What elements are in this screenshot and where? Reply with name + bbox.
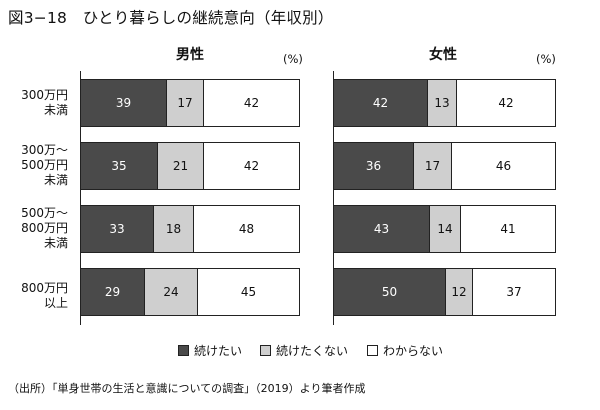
legend-label-continue: 続けたい [194,344,243,358]
axis-line-female [333,71,334,325]
bar-female-continue-2: 43 [333,205,430,253]
data-label-female-dont-know-2: 41 [500,222,516,236]
data-label-female-continue-3: 50 [381,285,398,299]
unit-label-female: (%) [536,52,556,66]
data-label-female-continue-1: 36 [365,159,382,173]
source-note: （出所）「単身世帯の生活と意識についての調査」（2019）より筆者作成 [8,382,366,395]
bar-female-dont-know-1: 46 [451,142,556,190]
data-label-male-continue-0: 39 [115,96,132,110]
data-label-female-dont-know-3: 37 [506,285,522,299]
legend-label-continue-not: 続けたくない [276,344,349,358]
bar-male-dont-know-2: 48 [193,205,300,253]
bar-male-continue-0: 39 [80,79,167,127]
data-label-male-continue-3: 29 [104,285,121,299]
bar-male-dont-know-1: 42 [203,142,300,190]
bar-female-dont-know-2: 41 [460,205,556,253]
data-label-male-continue-1: 35 [111,159,127,173]
data-label-female-dont-know-1: 46 [495,159,512,173]
figure-title: 図3−18 ひとり暮らしの継続意向（年収別） [8,9,334,27]
bar-female-dont-know-0: 42 [456,79,556,127]
legend-label-dont-know: わからない [383,344,444,358]
data-label-female-continue-not-0: 13 [434,96,450,110]
legend-item-continue-not: 続けたくない [260,342,348,359]
data-label-male-continue-not-0: 17 [177,96,193,110]
bar-female-dont-know-3: 37 [472,268,556,316]
legend-swatch-continue-not [260,345,271,356]
legend-item-dont-know: わからない [367,342,443,359]
bar-male-continue-not-3: 24 [144,268,198,316]
data-label-male-continue-not-1: 21 [172,159,189,173]
data-label-male-dont-know-3: 45 [240,285,257,299]
bar-male-continue-not-1: 21 [157,142,204,190]
bar-male-dont-know-0: 42 [203,79,300,127]
panel-title-male: 男性 [176,47,204,63]
bar-female-continue-0: 42 [333,79,428,127]
category-label-3m-5m: 300万〜 500万円 未満 [21,143,68,187]
data-label-female-continue-0: 42 [372,96,389,110]
bar-female-continue-not-2: 14 [429,205,461,253]
unit-label-male: (%) [283,52,303,66]
bar-female-continue-not-1: 17 [413,142,452,190]
panel-title-female: 女性 [429,47,457,63]
bar-male-continue-3: 29 [80,268,145,316]
data-label-male-dont-know-2: 48 [238,222,255,236]
category-label-under-3m: 300万円 未満 [21,88,68,117]
legend-item-continue: 続けたい [178,342,242,359]
bar-female-continue-3: 50 [333,268,446,316]
data-label-male-continue-not-2: 18 [165,222,182,236]
bar-female-continue-not-0: 13 [427,79,457,127]
bar-male-continue-1: 35 [80,142,158,190]
legend-swatch-continue [178,345,189,356]
axis-line-male [80,71,81,325]
legend-swatch-dont-know [367,345,378,356]
bar-female-continue-1: 36 [333,142,414,190]
category-label-5m-8m: 500万〜 800万円 未満 [21,206,68,250]
bar-male-continue-2: 33 [80,205,154,253]
category-label-8m-plus: 800万円 以上 [21,281,68,310]
bar-male-continue-not-2: 18 [153,205,194,253]
data-label-female-continue-2: 43 [373,222,390,236]
data-label-male-continue-2: 33 [109,222,125,236]
data-label-female-continue-not-1: 17 [424,159,441,173]
bar-male-dont-know-3: 45 [197,268,300,316]
data-label-male-dont-know-1: 42 [243,159,260,173]
bar-female-continue-not-3: 12 [445,268,473,316]
data-label-female-continue-not-3: 12 [451,285,467,299]
bar-male-continue-not-0: 17 [166,79,204,127]
data-label-female-dont-know-0: 42 [498,96,514,110]
data-label-male-continue-not-3: 24 [163,285,179,299]
data-label-female-continue-not-2: 14 [437,222,453,236]
data-label-male-dont-know-0: 42 [243,96,260,110]
